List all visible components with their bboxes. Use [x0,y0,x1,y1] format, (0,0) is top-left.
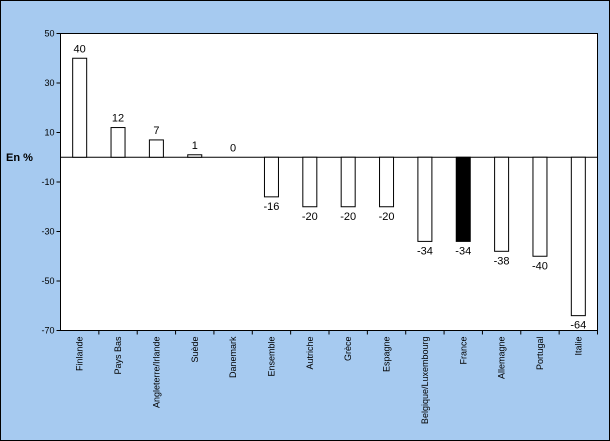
bar [302,156,318,208]
value-label: -40 [532,260,548,272]
value-label: 0 [230,142,236,154]
x-tick-label: Autriche [305,337,315,370]
plot-area [60,33,598,331]
bar [455,156,471,242]
y-tick-label: 10 [44,128,54,138]
x-tick-label: Danemark [228,336,238,378]
bar [110,127,126,158]
bar [532,156,548,257]
y-tick-label: -70 [41,326,54,336]
x-tick-label: Angleterre/Irlande [151,337,161,409]
x-tick-label: Portugal [535,337,545,371]
bar [494,156,510,252]
x-tick-label: Allemagne [497,337,507,380]
x-tick-label: Italie [573,337,583,356]
bar [187,154,203,158]
x-tick-label: Ensemble [266,337,276,377]
value-label: 7 [153,125,159,137]
y-tick-label: -50 [41,276,54,286]
y-tick-label: -10 [41,177,54,187]
bar [340,156,356,208]
value-label: 12 [112,113,124,125]
x-tick-label: Pays Bas [113,336,123,375]
y-tick-label: 30 [44,78,54,88]
bar [72,57,88,158]
value-label: -38 [494,255,510,267]
y-tick-label: 50 [44,29,54,39]
value-label: -64 [570,320,586,332]
value-label: 1 [192,140,198,152]
bar [148,139,164,158]
value-label: -20 [302,211,318,223]
y-tick-label: -30 [41,227,54,237]
x-tick-label: Grèce [343,337,353,362]
y-axis-label: En % [6,152,33,164]
bar [379,156,395,208]
x-tick-label: Belgique/Luxembourg [420,337,430,425]
x-tick-label: Finlande [75,337,85,372]
value-label: 40 [74,43,86,55]
bar [570,156,586,317]
x-tick-label: France [458,337,468,365]
bar [417,156,433,242]
value-label: -16 [264,201,280,213]
value-label: -34 [417,245,433,257]
value-label: -20 [379,211,395,223]
value-label: -34 [455,245,471,257]
value-label: -20 [340,211,356,223]
bar [263,156,279,198]
x-tick-label: Suède [190,337,200,363]
x-tick-label: Espagne [382,337,392,373]
